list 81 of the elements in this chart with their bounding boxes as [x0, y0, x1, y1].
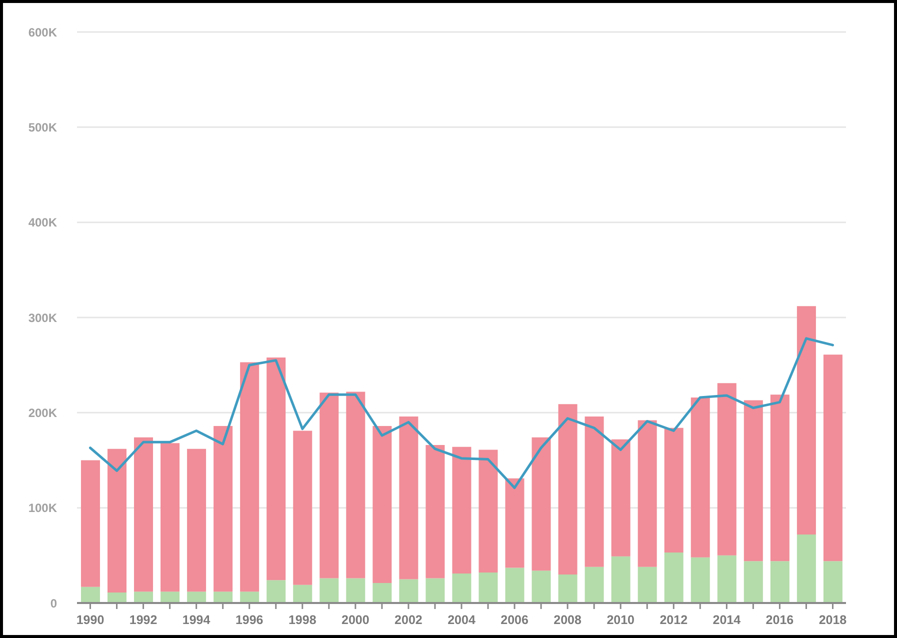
bar — [266, 580, 286, 603]
bar — [717, 383, 736, 556]
bar — [372, 426, 392, 584]
bar — [717, 555, 736, 603]
bar — [770, 561, 790, 603]
bar — [240, 592, 260, 603]
x-tick-label: 1990 — [76, 612, 104, 627]
bar — [796, 306, 816, 534]
x-tick-label: 2014 — [712, 612, 741, 627]
bar — [505, 478, 524, 568]
bar — [80, 460, 100, 587]
bar — [452, 446, 472, 574]
bar — [744, 400, 763, 562]
bar — [80, 586, 100, 603]
bar — [293, 430, 312, 585]
y-tick-label: 400K — [28, 216, 58, 230]
bar — [770, 394, 790, 562]
bar — [399, 579, 418, 603]
bar — [611, 439, 630, 556]
bar — [134, 592, 154, 603]
bar — [187, 448, 206, 592]
x-tick-label: 2016 — [766, 612, 794, 627]
bar — [240, 362, 260, 592]
bar — [134, 437, 154, 592]
bar — [478, 450, 498, 573]
bar — [399, 416, 418, 580]
bar — [584, 566, 604, 603]
bar — [293, 584, 312, 603]
bar — [796, 534, 816, 603]
bar — [690, 557, 710, 603]
bar — [638, 420, 657, 567]
bar — [452, 574, 472, 603]
bar — [214, 592, 233, 603]
bar — [532, 570, 551, 603]
x-tick-label: 1994 — [182, 612, 210, 627]
x-tick-label: 2010 — [606, 612, 635, 627]
bar — [107, 592, 126, 603]
bar — [160, 443, 180, 592]
bar — [160, 592, 180, 603]
bar — [426, 445, 445, 578]
bar — [187, 592, 206, 603]
bar — [744, 561, 763, 603]
bar — [478, 572, 498, 603]
bar — [320, 578, 339, 603]
x-tick-label: 2004 — [448, 612, 476, 627]
x-tick-label: 2000 — [342, 612, 370, 627]
x-tick-label: 2002 — [394, 612, 422, 627]
bar — [584, 416, 604, 567]
x-tick-label: 2008 — [554, 612, 582, 627]
bar — [664, 552, 684, 603]
bar — [664, 428, 684, 553]
x-tick-label: 2006 — [500, 612, 528, 627]
x-tick-label: 1996 — [235, 612, 264, 627]
bar — [346, 578, 366, 603]
bar — [558, 404, 578, 574]
bar — [823, 354, 842, 562]
y-tick-label: 100K — [28, 501, 58, 516]
bar — [107, 448, 126, 593]
bar — [558, 574, 578, 603]
x-tick-label: 1998 — [288, 612, 316, 627]
bar — [532, 437, 551, 571]
bar — [823, 561, 842, 603]
bar — [214, 426, 233, 592]
bar — [266, 357, 286, 580]
y-tick-label: 500K — [28, 120, 58, 134]
y-tick-label: 0 — [50, 596, 58, 610]
bar — [372, 583, 392, 603]
bar — [505, 568, 524, 603]
y-tick-label: 600K — [28, 25, 58, 40]
x-tick-label: 2018 — [818, 612, 847, 627]
x-tick-label: 1992 — [129, 612, 158, 627]
bar — [426, 578, 445, 603]
bar — [690, 397, 710, 558]
bar — [638, 566, 657, 603]
bar — [320, 392, 339, 578]
line-series — [89, 337, 834, 490]
y-tick-label: 300K — [28, 310, 58, 325]
y-tick-label: 200K — [28, 406, 58, 420]
x-tick-label: 2012 — [660, 612, 688, 627]
bar — [611, 556, 630, 603]
bar — [346, 392, 366, 578]
